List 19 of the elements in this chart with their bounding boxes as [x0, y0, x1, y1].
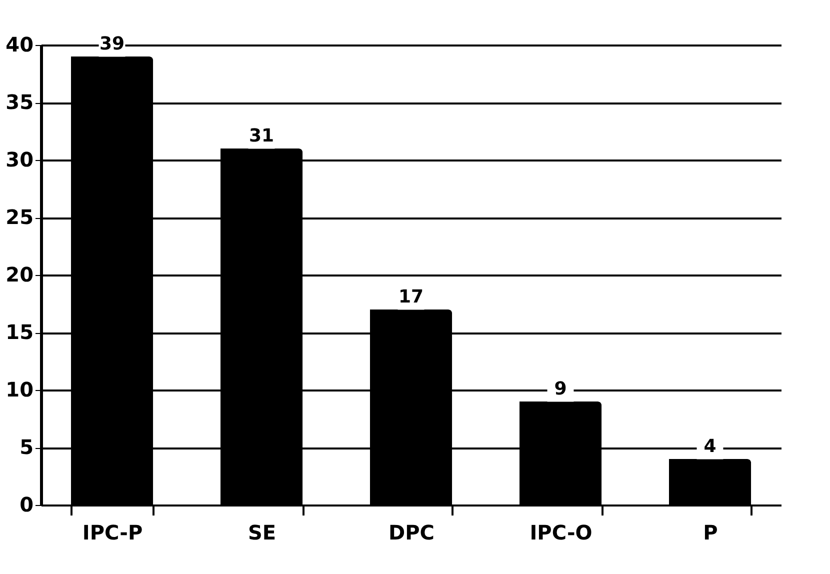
data-label: 39: [99, 34, 125, 54]
y-tick-label: 35: [6, 90, 34, 114]
data-label: 31: [248, 126, 274, 146]
x-tick-label: IPC-O: [530, 520, 592, 544]
y-tick-label: 40: [6, 32, 34, 56]
y-tick-label: 20: [6, 262, 34, 286]
x-tick-label: IPC-P: [82, 520, 143, 544]
y-tick-label: 30: [6, 148, 34, 172]
y-tick-label: 10: [6, 378, 34, 402]
x-tick-label: DPC: [388, 520, 434, 544]
data-label: 4: [704, 436, 716, 457]
y-tick-label: 15: [6, 320, 34, 344]
y-tick-label: 0: [20, 492, 34, 516]
data-label: 9: [554, 378, 567, 400]
y-tick-label: 25: [6, 205, 34, 229]
x-tick-label: P: [703, 520, 718, 544]
data-label: 17: [398, 286, 424, 308]
x-tick-label: SE: [248, 520, 276, 544]
y-tick-label: 5: [20, 435, 34, 459]
